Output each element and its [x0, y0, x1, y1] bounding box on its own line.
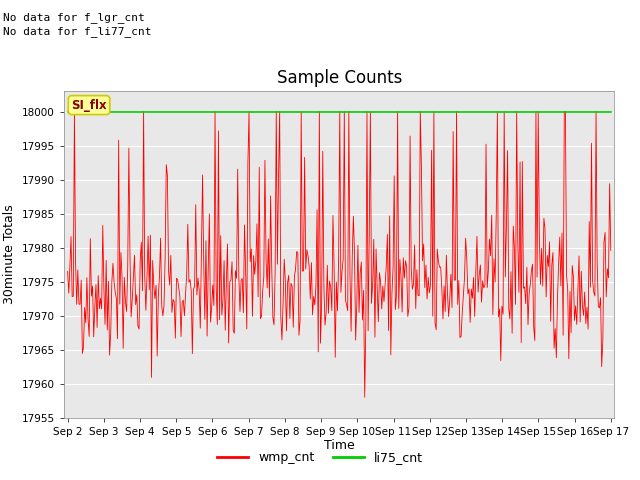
li75_cnt: [607, 109, 614, 115]
wmp_cnt: [465, 286, 473, 292]
li75_cnt: [463, 109, 470, 115]
Line: wmp_cnt: wmp_cnt: [68, 112, 611, 397]
wmp_cnt: [396, 257, 404, 263]
li75_cnt: [394, 109, 401, 115]
li75_cnt: [233, 109, 241, 115]
wmp_cnt: [234, 166, 241, 172]
Text: SI_flx: SI_flx: [71, 98, 107, 112]
wmp_cnt: [559, 333, 567, 338]
li75_cnt: [64, 109, 72, 115]
wmp_cnt: [361, 395, 369, 400]
Y-axis label: 30minute Totals: 30minute Totals: [3, 204, 16, 304]
li75_cnt: [293, 109, 301, 115]
li75_cnt: [557, 109, 564, 115]
Legend: wmp_cnt, li75_cnt: wmp_cnt, li75_cnt: [212, 446, 428, 469]
wmp_cnt: [294, 250, 301, 255]
Text: No data for f_li77_cnt: No data for f_li77_cnt: [3, 26, 152, 37]
wmp_cnt: [370, 237, 378, 242]
Text: No data for f_lgr_cnt: No data for f_lgr_cnt: [3, 12, 145, 23]
wmp_cnt: [607, 248, 614, 253]
wmp_cnt: [64, 269, 72, 275]
li75_cnt: [367, 109, 375, 115]
wmp_cnt: [70, 109, 78, 115]
Title: Sample Counts: Sample Counts: [276, 69, 402, 87]
X-axis label: Time: Time: [324, 439, 355, 453]
